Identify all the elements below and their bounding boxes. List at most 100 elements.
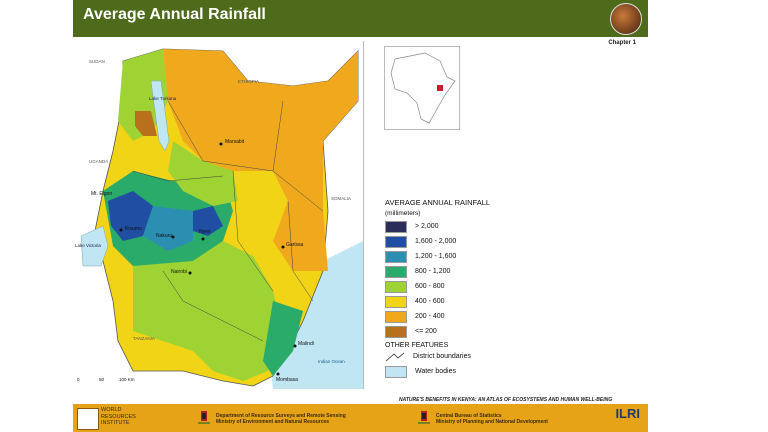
legend-classes: > 2,000 1,600 - 2,000 1,200 - 1,600 800 - 1… [385, 219, 585, 339]
kenya-map-svg [80, 48, 363, 389]
ilri-logo: ILRI [615, 406, 640, 421]
rain-600-800-northwest [118, 49, 168, 141]
wri-line-1: WORLD [101, 407, 122, 413]
rain-600-800-central [168, 141, 238, 206]
garissa-marker [281, 245, 285, 249]
legend-class-label: 1,200 - 1,600 [415, 253, 457, 260]
africa-inset-map [384, 46, 460, 130]
footer-bar: WORLD RESOURCES INSTITUTE Department of … [73, 404, 648, 432]
label-uganda: UGANDA [89, 159, 109, 164]
legend-swatch [385, 235, 407, 248]
nyeri-marker [201, 237, 205, 241]
wri-line-3: INSTITUTE [101, 420, 130, 426]
cbs-line-1: Central Bureau of Statistics [436, 413, 502, 419]
page-title: Average Annual Rainfall [83, 6, 266, 23]
title-bar: Average Annual Rainfall [73, 0, 648, 37]
city-markers [119, 142, 297, 376]
kenya-highlight [437, 85, 443, 91]
drsrs-org: Department of Resource Surveys and Remot… [216, 413, 346, 425]
other-features-title: OTHER FEATURES [385, 342, 449, 349]
label-lake-victoria: Lake Victoria [75, 243, 101, 248]
label-sudan: SUDAN [89, 59, 105, 64]
legend-water-bodies: Water bodies [385, 364, 585, 379]
rain-200-400-east [273, 201, 328, 271]
legend-district-boundaries: District boundaries [385, 349, 585, 364]
legend-swatch [385, 310, 407, 323]
legend-unit: (millimeters) [385, 210, 421, 217]
label-lake-turkana: Lake Turkana [149, 96, 177, 101]
legend-class-row: 400 - 600 [385, 294, 585, 309]
scale-100: 100 Km [119, 377, 135, 382]
kenya-crest-icon-2 [418, 411, 430, 424]
city-malindi: Malindi [298, 341, 314, 347]
kisumu-marker [119, 228, 123, 232]
africa-inset-svg [390, 52, 456, 124]
city-garissa: Garissa [286, 242, 304, 248]
scale-50: 50 [99, 377, 105, 382]
legend-class-row: > 2,000 [385, 219, 585, 234]
rain-1600-2000-central [193, 206, 223, 236]
lake-victoria [80, 225, 109, 267]
wri-line-2: RESOURCES [101, 413, 136, 420]
water-bodies-label: Water bodies [415, 368, 456, 375]
city-nairobi: Nairobi [171, 269, 187, 275]
wri-logo [77, 408, 99, 430]
kenya-crest-icon [198, 411, 210, 424]
legend-swatch [385, 325, 407, 338]
legend-class-label: 600 - 800 [415, 283, 445, 290]
malindi-marker [293, 344, 297, 348]
legend-class-row: 1,600 - 2,000 [385, 234, 585, 249]
nakuru-marker [171, 235, 175, 239]
legend-class-label: 200 - 400 [415, 313, 445, 320]
rain-800-1200-coast [263, 301, 303, 376]
legend-class-label: <= 200 [415, 328, 437, 335]
city-nyeri: Nyeri [199, 229, 211, 235]
chapter-label: Chapter 1 [608, 40, 636, 46]
legend-title: AVERAGE ANNUAL RAINFALL [385, 198, 491, 207]
legend-swatch [385, 220, 407, 233]
legend-class-row: <= 200 [385, 324, 585, 339]
rain-1200-1600 [143, 206, 193, 251]
marsabit-marker [219, 142, 223, 146]
legend-class-row: 200 - 400 [385, 309, 585, 324]
legend-class-row: 600 - 800 [385, 279, 585, 294]
legend-swatch [385, 280, 407, 293]
city-nakuru: Nakuru [156, 233, 173, 239]
district-boundaries [132, 100, 324, 342]
legend-class-label: 800 - 1,200 [415, 268, 451, 275]
mombasa-marker [276, 372, 280, 376]
legend-class-label: 400 - 600 [415, 298, 445, 305]
city-mt-elgon: Mt. Elgon [91, 191, 113, 197]
label-ethiopia: ETHIOPIA [238, 79, 260, 84]
rain-below-200 [135, 111, 157, 136]
drsrs-line-1: Department of Resource Surveys and Remot… [216, 413, 346, 419]
label-tanzania: TANZANIA [133, 336, 155, 341]
water-swatch [385, 365, 407, 378]
legend: AVERAGE ANNUAL RAINFALL (millimeters) > … [385, 198, 585, 379]
city-kisumu: Kisumu [125, 226, 142, 232]
drsrs-line-2: Ministry of Environment and Natural Reso… [216, 419, 330, 425]
city-mombasa: Mombasa [276, 377, 298, 383]
district-boundaries-label: District boundaries [413, 353, 471, 360]
cbs-line-2: Ministry of Planning and National Develo… [436, 419, 548, 425]
legend-class-row: 800 - 1,200 [385, 264, 585, 279]
slide: Average Annual Rainfall Chapter 1 [73, 0, 648, 432]
nairobi-marker [188, 271, 192, 275]
label-indian-ocean: Indian Ocean [318, 359, 345, 364]
city-marsabit: Marsabit [225, 139, 245, 145]
rain-1600-2000-west [108, 191, 153, 241]
lake-turkana [150, 80, 170, 152]
label-somalia: SOMALIA [331, 196, 352, 201]
legend-class-row: 1,200 - 1,600 [385, 249, 585, 264]
scale-0: 0 [77, 377, 80, 382]
rainfall-map: SUDAN ETHIOPIA SOMALIA UGANDA TANZANIA L… [73, 41, 364, 389]
legend-class-label: 1,600 - 2,000 [415, 238, 457, 245]
rain-200-400-north [163, 49, 358, 211]
chapter-thumbnail-image [610, 3, 642, 35]
atlas-caption: NATURE'S BENEFITS IN KENYA: AN ATLAS OF … [399, 397, 613, 403]
legend-swatch [385, 250, 407, 263]
wri-name: WORLD RESOURCES INSTITUTE [101, 407, 136, 427]
rain-600-800-south [133, 241, 283, 381]
legend-class-label: > 2,000 [415, 223, 439, 230]
legend-swatch [385, 295, 407, 308]
